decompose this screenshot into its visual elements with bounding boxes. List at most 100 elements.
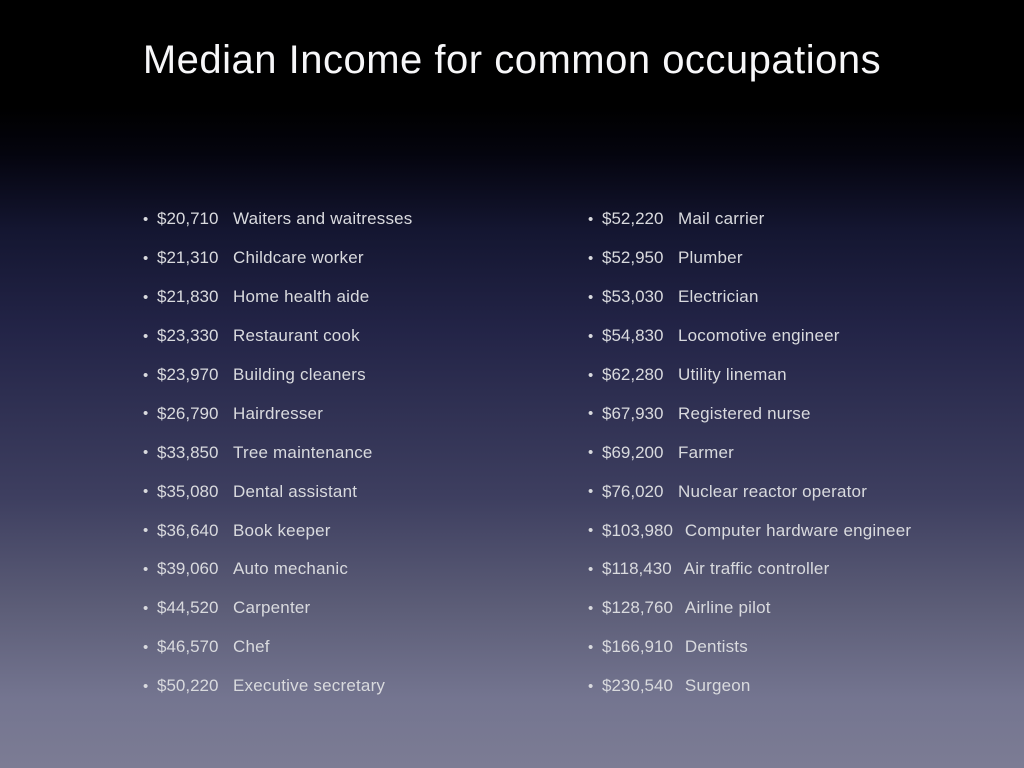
income-amount: $118,430	[602, 559, 672, 579]
bullet-icon: •	[588, 327, 594, 345]
bullet-icon: •	[143, 522, 149, 540]
income-amount: $44,520	[157, 598, 219, 618]
list-item: • $62,280 Utility lineman	[588, 356, 911, 395]
bullet-icon: •	[588, 677, 594, 695]
occupation-label: Surgeon	[684, 676, 751, 696]
bullet-icon: •	[143, 327, 149, 345]
bullet-icon: •	[143, 560, 149, 578]
bullet-icon: •	[143, 288, 149, 306]
list-item: • $39,060 Auto mechanic	[143, 550, 413, 589]
occupation-label: Utility lineman	[678, 365, 787, 384]
occupation-label: Auto mechanic	[233, 559, 349, 579]
list-item: • $69,200 Farmer	[588, 433, 911, 472]
list-item: • $166,910 Dentists	[588, 628, 911, 667]
occupation-label: Waiters and waitresses	[233, 209, 413, 229]
list-item: • $26,790 Hairdresser	[143, 394, 413, 433]
list-item: • $230,540 Surgeon	[588, 667, 911, 706]
list-item: • $20,710 Waiters and waitresses	[143, 200, 413, 239]
income-amount: $53,030	[602, 287, 664, 307]
list-item: • $52,220 Mail carrier	[588, 200, 911, 239]
bullet-icon: •	[588, 483, 594, 501]
occupation-label: Chef	[233, 637, 270, 657]
occupation-label: Tree maintenance	[233, 442, 373, 462]
income-amount: $52,220	[602, 209, 664, 229]
bullet-icon: •	[588, 366, 594, 384]
occupation-label: Childcare worker	[233, 248, 364, 268]
income-amount: $128,760	[602, 598, 673, 618]
income-amount: $69,200	[602, 442, 664, 462]
bullet-icon: •	[143, 599, 149, 617]
occupation-label: Plumber	[678, 248, 743, 268]
bullet-icon: •	[143, 444, 149, 462]
bullet-icon: •	[588, 249, 594, 267]
occupation-label: Mail carrier	[678, 209, 765, 229]
bullet-icon: •	[143, 677, 149, 695]
list-item: • $54,830 Locomotive engineer	[588, 317, 911, 356]
occupation-label: Executive secretary	[233, 676, 386, 696]
occupation-label: Air traffic controller	[683, 559, 830, 579]
occupation-label: Carpenter	[233, 598, 311, 618]
income-amount: $23,970	[157, 365, 219, 384]
list-item: • $23,330 Restaurant cook	[143, 317, 413, 356]
list-item: • $23,970 Building cleaners	[143, 356, 413, 395]
slide-title: Median Income for common occupations	[142, 38, 882, 82]
income-amount: $21,310	[157, 248, 219, 268]
income-amount: $50,220	[157, 676, 219, 696]
occupation-label: Dental assistant	[233, 481, 358, 501]
bullet-icon: •	[143, 638, 149, 656]
list-item: • $33,850 Tree maintenance	[143, 433, 413, 472]
list-item: • $21,310 Childcare worker	[143, 239, 413, 278]
bullet-icon: •	[143, 366, 149, 384]
income-amount: $52,950	[602, 248, 664, 268]
list-item: • $46,570 Chef	[143, 628, 413, 667]
list-item: • $53,030 Electrician	[588, 278, 911, 317]
right-column: • $52,220 Mail carrier • $52,950 Plumber • $53,…	[588, 200, 911, 706]
income-amount: $46,570	[157, 637, 219, 657]
occupation-label: Computer hardware engineer	[684, 520, 912, 540]
income-amount: $20,710	[157, 209, 219, 229]
occupation-label: Restaurant cook	[233, 326, 360, 346]
occupation-label: Registered nurse	[678, 403, 811, 423]
list-item: • $50,220 Executive secretary	[143, 667, 413, 706]
list-item: • $118,430 Air traffic controller	[588, 550, 911, 589]
income-amount: $62,280	[602, 365, 664, 384]
list-item: • $103,980 Computer hardware engineer	[588, 511, 911, 550]
income-amount: $33,850	[157, 442, 219, 462]
occupation-label: Locomotive engineer	[678, 326, 840, 346]
bullet-icon: •	[588, 288, 594, 306]
income-amount: $166,910	[602, 637, 673, 657]
bullet-icon: •	[588, 210, 594, 228]
income-amount: $39,060	[157, 559, 219, 579]
income-amount: $23,330	[157, 326, 219, 346]
bullet-icon: •	[588, 599, 594, 617]
bullet-icon: •	[588, 444, 594, 462]
occupation-label: Electrician	[678, 287, 759, 307]
bullet-icon: •	[588, 522, 594, 540]
occupation-label: Book keeper	[233, 520, 331, 540]
bullet-icon: •	[143, 210, 149, 228]
occupation-label: Farmer	[678, 442, 734, 462]
bullet-icon: •	[143, 249, 149, 267]
list-item: • $35,080 Dental assistant	[143, 472, 413, 511]
list-item: • $44,520 Carpenter	[143, 589, 413, 628]
list-item: • $52,950 Plumber	[588, 239, 911, 278]
income-amount: $67,930	[602, 403, 664, 423]
list-item: • $76,020 Nuclear reactor operator	[588, 472, 911, 511]
income-amount: $26,790	[157, 403, 219, 423]
occupation-label: Hairdresser	[233, 403, 324, 423]
bullet-icon: •	[588, 560, 594, 578]
income-amount: $35,080	[157, 481, 219, 501]
occupation-label: Airline pilot	[684, 598, 771, 618]
bullet-icon: •	[588, 638, 594, 656]
income-amount: $54,830	[602, 326, 664, 346]
occupation-label: Home health aide	[233, 287, 370, 307]
bullet-icon: •	[143, 483, 149, 501]
list-item: • $67,930 Registered nurse	[588, 394, 911, 433]
income-amount: $103,980	[602, 520, 673, 540]
list-item: • $21,830 Home health aide	[143, 278, 413, 317]
list-item: • $36,640 Book keeper	[143, 511, 413, 550]
left-column: • $20,710 Waiters and waitresses • $21,310 Ch…	[143, 200, 413, 706]
occupation-label: Dentists	[684, 637, 748, 657]
list-item: • $128,760 Airline pilot	[588, 589, 911, 628]
